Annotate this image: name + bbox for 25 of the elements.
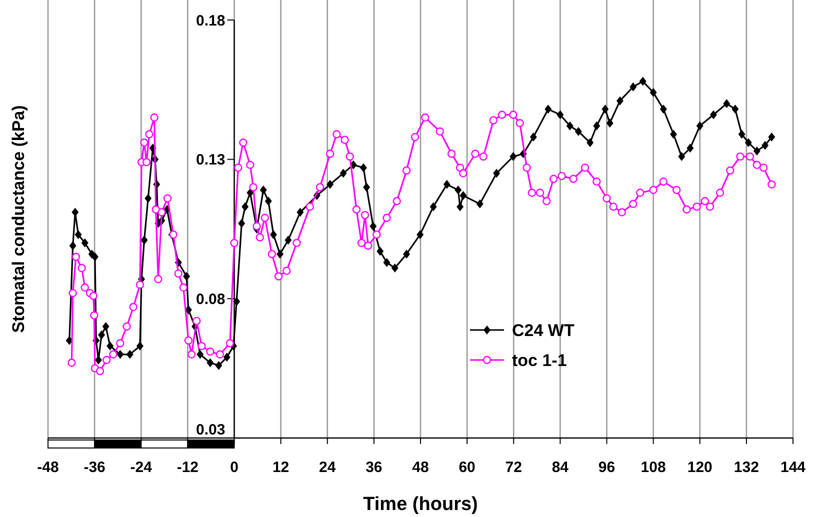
x-tick-label: 96 — [598, 459, 616, 476]
x-tick-label: 0 — [230, 459, 238, 476]
x-tick-label: 108 — [640, 459, 666, 476]
legend-label: C24 WT — [512, 320, 575, 340]
x-axis-title: Time (hours) — [363, 494, 478, 515]
y-tick-label: 0.08 — [196, 290, 226, 308]
x-tick-label: 48 — [412, 459, 429, 476]
x-tick-label: 36 — [366, 459, 382, 476]
x-tick-label: 84 — [552, 459, 570, 476]
y-axis-title: Stomatal conductance (kPa) — [9, 105, 28, 333]
legend-label: toc 1-1 — [512, 350, 567, 370]
x-tick-label: 12 — [272, 459, 290, 476]
x-tick-label: -12 — [176, 459, 199, 476]
x-tick-label: -24 — [130, 459, 153, 476]
x-tick-label: 72 — [505, 459, 522, 476]
x-tick-label: 60 — [458, 459, 476, 476]
x-tick-label: 144 — [780, 459, 806, 476]
x-tick-label: 120 — [687, 459, 712, 476]
y-tick-label: 0.18 — [196, 12, 226, 30]
x-tick-label: -36 — [84, 459, 106, 476]
x-tick-label: 24 — [319, 459, 336, 476]
x-tick-label: -48 — [37, 459, 59, 476]
x-tick-label: 132 — [734, 459, 759, 476]
y-tick-label: 0.13 — [196, 152, 226, 169]
y-tick-label: 0.03 — [196, 421, 226, 438]
